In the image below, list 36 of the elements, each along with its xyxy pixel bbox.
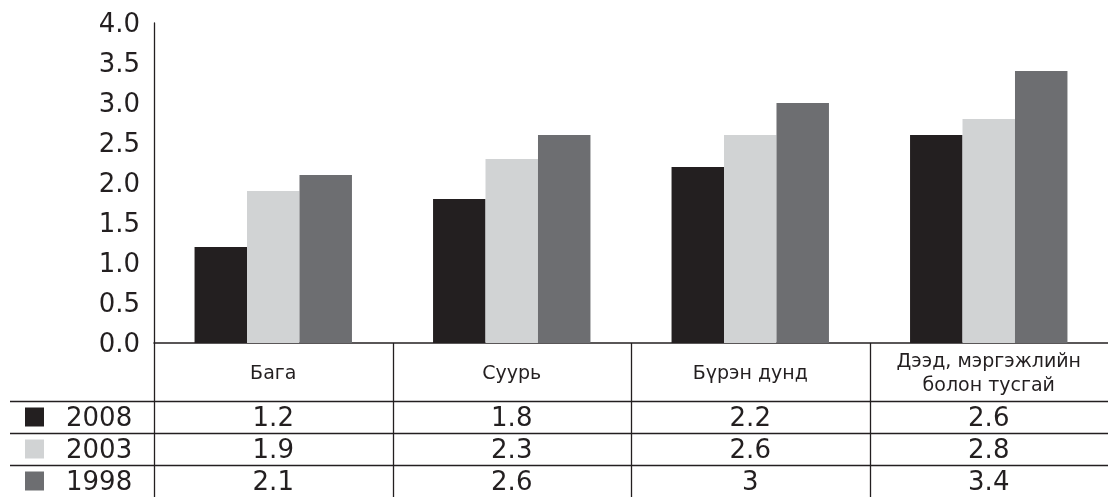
bar — [299, 175, 352, 343]
y-tick-label: 3.0 — [98, 88, 140, 118]
data-label: 1.9 — [252, 434, 294, 464]
y-tick-label: 2.0 — [98, 168, 140, 198]
x-tick-label: Дээд, мэргэжлийн болон тусгай — [896, 349, 1082, 395]
bar — [776, 103, 829, 343]
data-label: 3 — [741, 466, 759, 496]
y-tick-label: 4.0 — [98, 8, 140, 38]
bar — [724, 135, 777, 343]
data-label: 1.2 — [252, 402, 294, 432]
y-tick-label: 1.5 — [98, 208, 140, 238]
y-tick-label: 0.0 — [98, 328, 140, 358]
x-tick-label: Бага — [250, 361, 297, 383]
data-label: 2.6 — [968, 402, 1010, 432]
y-tick-label: 0.5 — [98, 288, 140, 318]
bar — [485, 159, 538, 343]
data-label: 2.3 — [491, 434, 533, 464]
data-label: 3.4 — [968, 466, 1010, 496]
y-tick-label: 1.0 — [98, 248, 140, 278]
x-tick-label: Суурь — [482, 361, 542, 383]
legend-label: 2008 — [66, 402, 133, 432]
data-label: 2.2 — [729, 402, 771, 432]
data-label: 2.6 — [729, 434, 771, 464]
data-label: 1.8 — [491, 402, 533, 432]
legend-label: 1998 — [66, 466, 133, 496]
bar — [247, 191, 300, 343]
y-tick-label: 3.5 — [98, 48, 140, 78]
y-tick-label: 2.5 — [98, 128, 140, 158]
bar — [1014, 71, 1068, 343]
data-label: 2.1 — [252, 466, 294, 496]
data-label: 2.8 — [968, 434, 1010, 464]
bar — [962, 119, 1015, 343]
legend-label: 2003 — [66, 434, 133, 464]
bar — [537, 135, 591, 343]
data-label: 2.6 — [491, 466, 533, 496]
x-tick-label: Бүрэн дунд — [692, 361, 808, 383]
